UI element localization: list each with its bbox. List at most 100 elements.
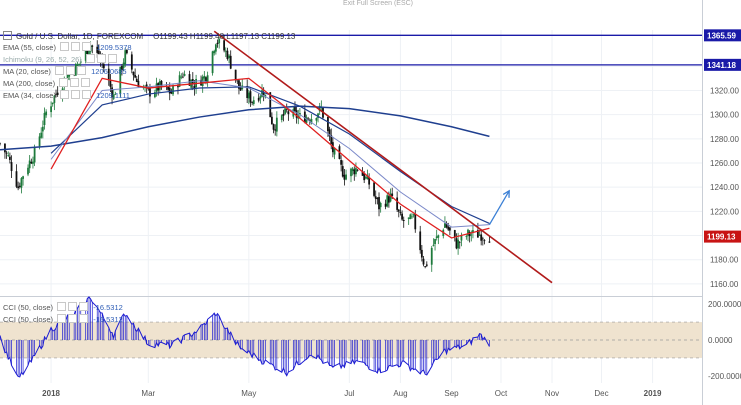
candle-body [193,86,196,89]
candle-body [379,203,382,208]
candle-body [182,76,184,78]
candle-body [310,118,313,124]
indicator-label: Ichimoku (9, 26, 52, 26) [3,55,82,64]
level-2-label: 1341.18 [707,61,736,70]
ma200-line [0,105,490,151]
symbol-header: Gold / U.S. Dollar, 1D, FOREXCOM O1199.43… [3,31,295,41]
eye-icon[interactable] [55,66,65,75]
candle-body [30,161,33,164]
downtrend-line [213,30,553,284]
candle-body [216,42,219,45]
candle-body [468,232,471,237]
eye-icon[interactable] [60,90,70,99]
candle-body [111,87,113,98]
candle-body [112,94,115,99]
price-tick-label: 1280.00 [710,135,739,144]
candle-body [388,196,390,203]
candle-body [275,117,278,132]
close-icon[interactable] [81,78,91,87]
eye-icon[interactable] [60,42,70,51]
candle-body [361,171,364,176]
candle-body [137,80,140,88]
candle-body [124,50,127,65]
candle-body [15,171,18,187]
candle-body [378,197,380,210]
candle-body [419,231,422,251]
indicator-legend-ema55[interactable]: EMA (55, close) 1209.5378 [3,42,132,53]
cci-legend-1[interactable]: CCI (50, close) -16.5312 [3,302,123,313]
cci-value: -16.5312 [93,303,123,312]
candle-body [257,97,260,101]
candle-body [453,230,456,238]
exit-fullscreen-hint[interactable]: Exit Full Screen (ESC) [343,0,414,7]
candle-body [366,175,369,180]
candle-body [50,106,52,113]
settings-icon[interactable] [71,90,81,99]
close-icon[interactable] [77,66,87,75]
candle-body [238,80,240,89]
candle-body [402,219,405,221]
time-tick-label: May [241,389,256,398]
candle-body [305,117,308,123]
indicator-legend-ma20[interactable]: MA (20, close) 1206.0685 [3,66,127,77]
candle-body [437,235,440,238]
candle-body [4,143,6,153]
candle-body [218,39,221,44]
candle-body [206,75,209,84]
candle-body [114,94,117,95]
candle-body [294,106,296,112]
close-icon[interactable] [82,90,92,99]
eye-icon[interactable] [59,78,69,87]
candle-body [351,168,354,172]
close-icon[interactable] [79,314,89,323]
candle-body [444,223,446,228]
candle-body [8,156,11,160]
settings-icon[interactable] [68,314,78,323]
indicator-legend-ma200[interactable]: MA (200, close) [3,78,91,89]
cci-legend-2[interactable]: CCI (50, close) -16.5312 [3,314,123,325]
settings-icon[interactable] [70,78,80,87]
cci-pane [0,296,702,378]
cci-label: CCI (50, close) [3,315,54,324]
close-icon[interactable] [107,54,117,63]
candle-body [284,108,286,114]
candle-body [262,92,265,95]
collapse-icon[interactable] [3,31,12,40]
candle-body [32,161,34,164]
settings-icon[interactable] [96,54,106,63]
close-icon[interactable] [79,302,89,311]
candle-body [282,113,285,116]
candle-body [74,63,77,76]
cci-tick-label: -200.0000 [708,372,741,381]
candle-body [353,169,356,175]
candle-body [470,234,473,236]
settings-icon[interactable] [66,66,76,75]
indicator-legend-ema34[interactable]: EMA (34, close) 1209.1111 [3,90,130,101]
candle-body [447,226,450,230]
candle-body [119,66,122,95]
candle-body [249,91,252,103]
time-tick-label: Oct [495,389,508,398]
candle-body [228,55,230,58]
settings-icon[interactable] [71,42,81,51]
close-icon[interactable] [82,42,92,51]
eye-icon[interactable] [85,54,95,63]
candle-body [356,169,359,171]
eye-icon[interactable] [57,314,67,323]
arrow-head-icon [502,189,510,198]
candle-body [376,197,379,200]
settings-icon[interactable] [68,302,78,311]
candle-body [167,86,169,90]
ohlc-high: H1199.48 [189,32,225,41]
candle-body [411,216,413,218]
indicator-legend-ichimoku[interactable]: Ichimoku (9, 26, 52, 26) [3,54,117,65]
candle-body [350,168,352,177]
candle-body [86,48,89,56]
candle-body [76,64,79,66]
candle-body [107,68,110,81]
candle-body [264,94,267,98]
candle-body [373,182,375,196]
time-tick-label: Aug [393,389,407,398]
eye-icon[interactable] [57,302,67,311]
